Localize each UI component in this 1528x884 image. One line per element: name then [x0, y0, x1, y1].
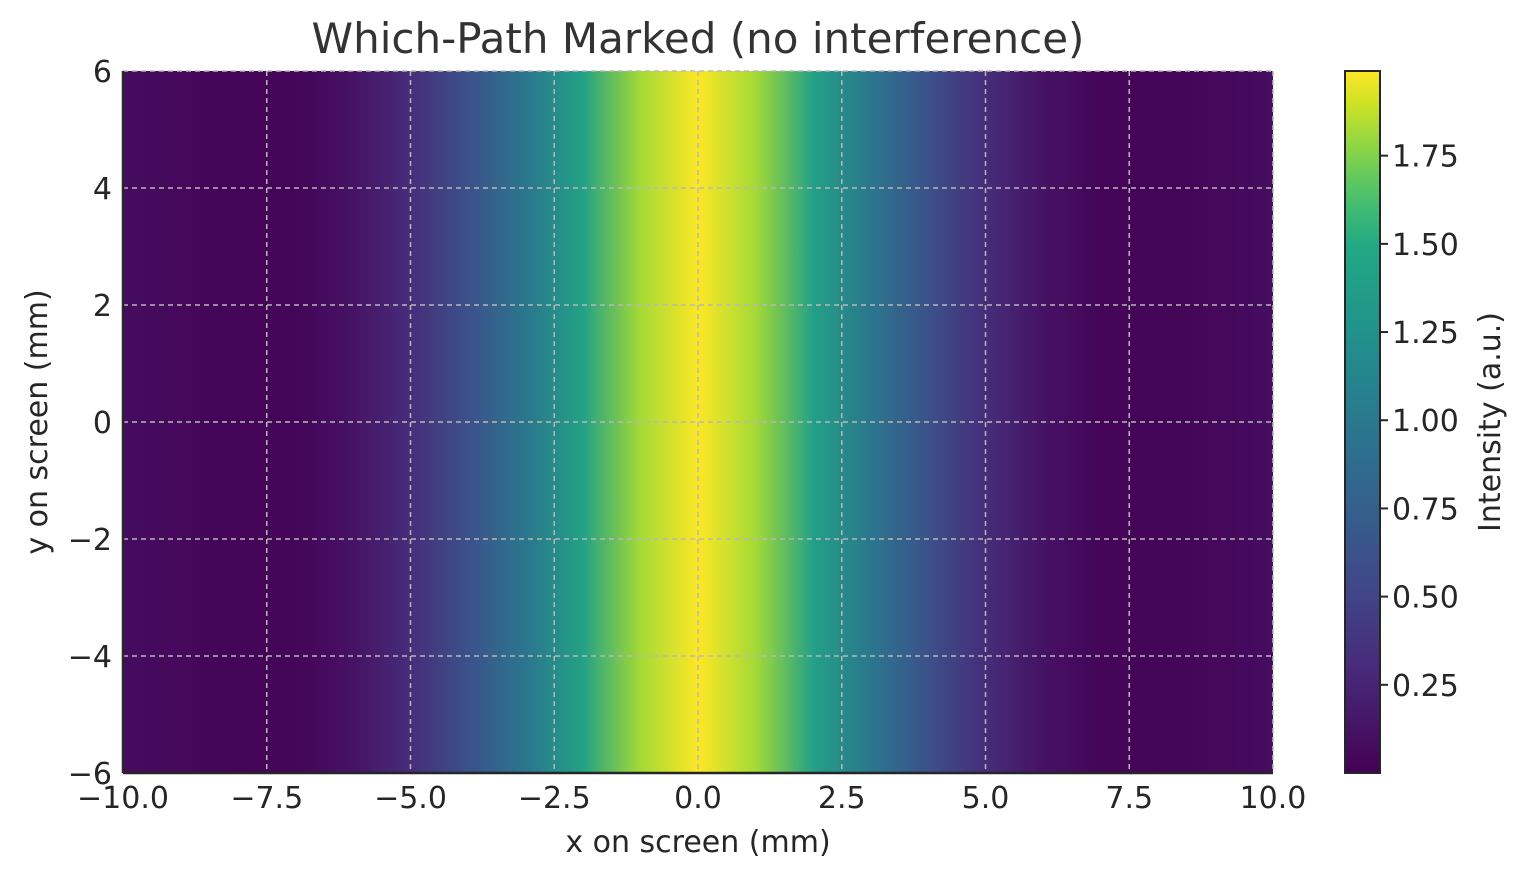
colorbar-tick-label: 1.75 — [1392, 140, 1459, 175]
x-tick-label: −2.5 — [518, 781, 591, 816]
colorbar — [1344, 70, 1381, 774]
x-tick-label: 5.0 — [962, 781, 1010, 816]
x-axis-label: x on screen (mm) — [565, 825, 830, 860]
colorbar-tick-label: 1.00 — [1392, 404, 1459, 439]
colorbar-tick-label: 1.50 — [1392, 228, 1459, 263]
x-tick-label: 10.0 — [1240, 781, 1307, 816]
x-tick-label: −10.0 — [77, 781, 169, 816]
colorbar-ticks: 0.25 0.50 0.75 1.00 1.25 1.50 1.75 — [1380, 140, 1459, 704]
chart-title: Which-Path Marked (no interference) — [312, 14, 1085, 63]
y-tick-label: −4 — [68, 640, 112, 675]
colorbar-label: Intensity (a.u.) — [1473, 312, 1508, 532]
x-tick-label: −5.0 — [374, 781, 447, 816]
plot-frame — [121, 71, 1273, 775]
y-tick-label: 6 — [93, 55, 112, 90]
y-tick-label: −2 — [68, 523, 112, 558]
x-tick-label: −7.5 — [230, 781, 303, 816]
colorbar-tick-label: 0.50 — [1392, 581, 1459, 616]
y-tick-label: 4 — [93, 172, 112, 207]
colorbar-tick-label: 1.25 — [1392, 316, 1459, 351]
y-axis-label: y on screen (mm) — [20, 289, 55, 554]
colorbar-tick-label: 0.75 — [1392, 492, 1459, 527]
y-tick-label: 0 — [93, 406, 112, 441]
x-tick-label: 7.5 — [1105, 781, 1153, 816]
colorbar-tick-label: 0.25 — [1392, 669, 1459, 704]
x-tick-label: 0.0 — [674, 781, 722, 816]
x-tick-label: 2.5 — [818, 781, 866, 816]
y-tick-label: −6 — [68, 757, 112, 792]
y-axis-ticks: −6 −4 −2 0 2 4 6 — [68, 55, 112, 792]
x-axis-ticks: −10.0 −7.5 −5.0 −2.5 0.0 2.5 5.0 7.5 10.0 — [77, 781, 1306, 816]
y-tick-label: 2 — [93, 289, 112, 324]
